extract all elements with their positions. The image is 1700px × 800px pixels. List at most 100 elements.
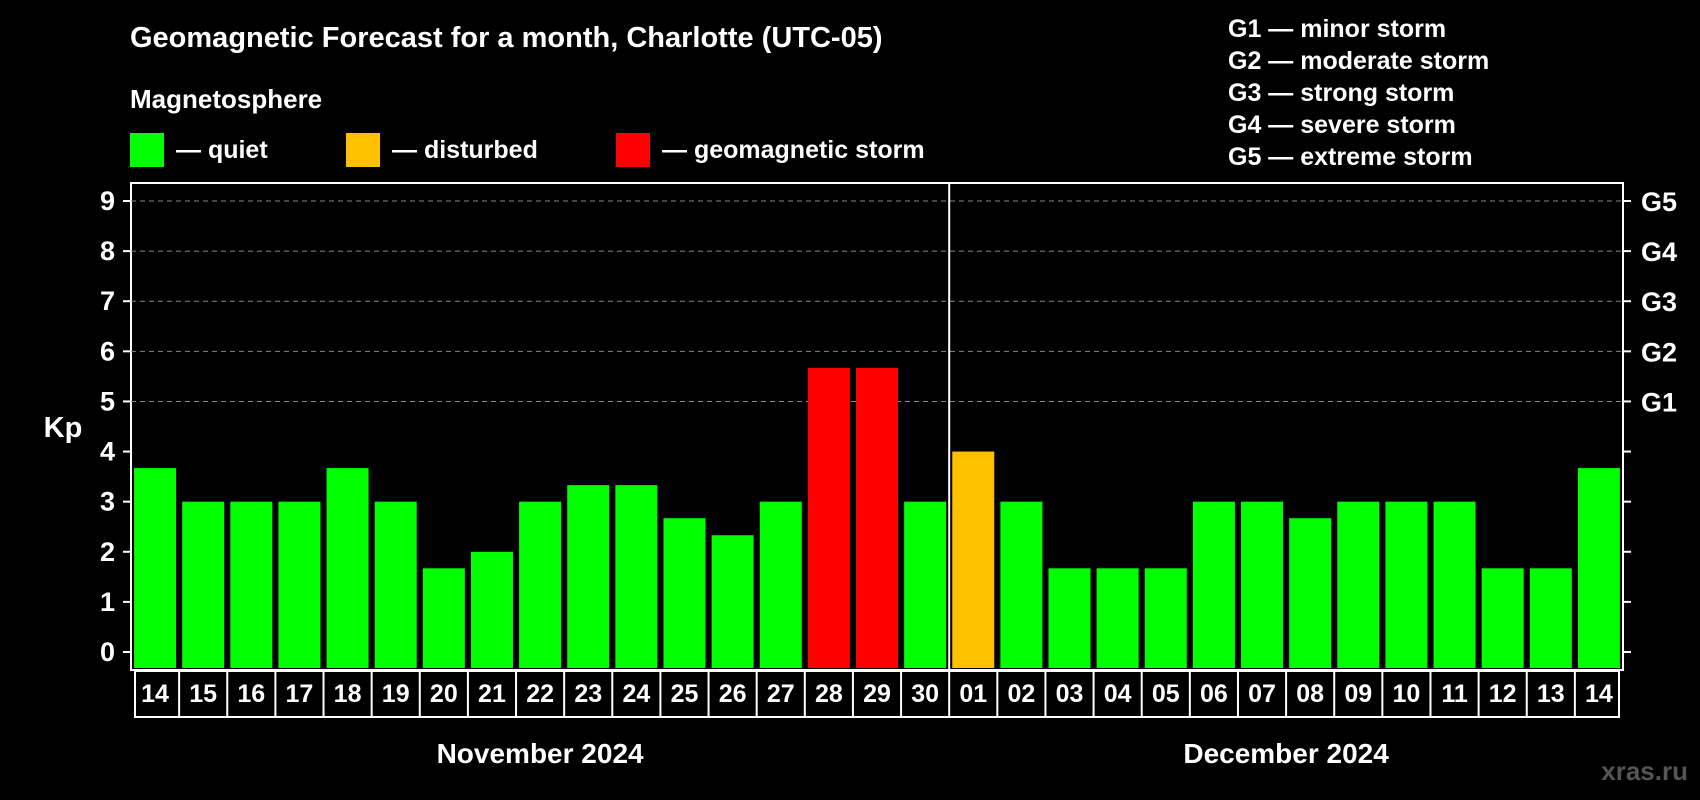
bar-29 bbox=[1529, 568, 1572, 668]
bar-9 bbox=[567, 485, 610, 668]
date-row-frame bbox=[134, 670, 1620, 718]
legend-storm-swatch bbox=[616, 133, 650, 167]
g-scale-label-g5: G5 bbox=[1641, 187, 1677, 217]
x-tick-label-17: 01 bbox=[959, 680, 987, 708]
x-tick-label-27: 11 bbox=[1441, 680, 1468, 708]
g-scale-label-g3: G3 bbox=[1641, 287, 1677, 317]
x-tick-label-22: 06 bbox=[1200, 680, 1228, 708]
x-tick-label-25: 09 bbox=[1344, 680, 1372, 708]
x-tick-label-15: 29 bbox=[863, 680, 891, 708]
storm-scale-g3: G3 — strong storm bbox=[1228, 79, 1455, 107]
bar-7 bbox=[470, 551, 513, 668]
bar-1 bbox=[182, 501, 225, 668]
x-tick-label-28: 12 bbox=[1489, 680, 1517, 708]
bar-4 bbox=[326, 468, 369, 668]
storm-scale-g2: G2 — moderate storm bbox=[1228, 47, 1490, 75]
bar-0 bbox=[134, 468, 177, 668]
bar-19 bbox=[1048, 568, 1091, 668]
storm-scale-g5: G5 — extreme storm bbox=[1228, 143, 1473, 171]
x-tick-label-7: 21 bbox=[478, 680, 506, 708]
bar-6 bbox=[422, 568, 465, 668]
bar-27 bbox=[1433, 501, 1476, 668]
x-tick-label-19: 03 bbox=[1056, 680, 1084, 708]
bar-12 bbox=[711, 535, 754, 668]
storm-scale-g1: G1 — minor storm bbox=[1228, 15, 1447, 43]
x-tick-label-1: 15 bbox=[189, 680, 217, 708]
y-tick-label-8: 8 bbox=[100, 236, 115, 266]
legend-storm: — geomagnetic storm bbox=[616, 133, 925, 167]
x-tick-label-24: 08 bbox=[1296, 680, 1324, 708]
x-tick-label-18: 02 bbox=[1007, 680, 1035, 708]
bar-14 bbox=[807, 367, 850, 668]
bar-20 bbox=[1096, 568, 1139, 668]
legend-quiet-swatch bbox=[130, 133, 164, 167]
x-tick-label-13: 27 bbox=[767, 680, 795, 708]
legend-quiet: — quiet bbox=[130, 133, 268, 167]
y-tick-label-0: 0 bbox=[100, 637, 115, 667]
x-tick-label-30: 14 bbox=[1585, 680, 1613, 708]
x-tick-label-2: 16 bbox=[237, 680, 265, 708]
storm-scale-g4: G4 — severe storm bbox=[1228, 111, 1456, 139]
bar-25 bbox=[1337, 501, 1380, 668]
legend-disturbed-label: — disturbed bbox=[392, 135, 538, 164]
chart-title: Geomagnetic Forecast for a month, Charlo… bbox=[130, 22, 883, 54]
y-axis-label: Kp bbox=[44, 412, 83, 444]
x-tick-label-23: 07 bbox=[1248, 680, 1276, 708]
legend-quiet-label: — quiet bbox=[176, 135, 268, 164]
x-tick-label-11: 25 bbox=[671, 680, 699, 708]
bar-26 bbox=[1385, 501, 1428, 668]
g-scale-label-g1: G1 bbox=[1641, 387, 1677, 417]
legend-disturbed-swatch bbox=[346, 133, 380, 167]
storm-scale-legend: G1 — minor storm G2 — moderate storm G3 … bbox=[1228, 13, 1489, 173]
x-tick-label-0: 14 bbox=[141, 680, 169, 708]
g-scale-label-g4: G4 bbox=[1641, 237, 1677, 267]
month-label-1: December 2024 bbox=[1183, 738, 1389, 769]
bar-21 bbox=[1144, 568, 1187, 668]
y-tick-label-3: 3 bbox=[100, 487, 115, 517]
y-tick-label-6: 6 bbox=[100, 336, 115, 366]
x-tick-label-26: 10 bbox=[1393, 680, 1421, 708]
x-tick-label-9: 23 bbox=[574, 680, 602, 708]
bar-15 bbox=[856, 367, 898, 668]
bar-13 bbox=[759, 501, 802, 668]
g-scale-label-g2: G2 bbox=[1641, 337, 1677, 367]
x-tick-label-10: 24 bbox=[622, 680, 650, 708]
bar-16 bbox=[904, 501, 947, 668]
y-tick-label-7: 7 bbox=[100, 286, 115, 316]
y-tick-label-5: 5 bbox=[100, 386, 115, 416]
bar-17 bbox=[952, 451, 995, 668]
x-tick-label-12: 26 bbox=[719, 680, 747, 708]
y-tick-label-1: 1 bbox=[100, 587, 115, 617]
x-tick-label-4: 18 bbox=[334, 680, 362, 708]
watermark: xras.ru bbox=[1601, 756, 1688, 786]
x-tick-label-20: 04 bbox=[1104, 680, 1132, 708]
bar-22 bbox=[1192, 501, 1235, 668]
x-tick-label-3: 17 bbox=[286, 680, 314, 708]
x-tick-label-14: 28 bbox=[815, 680, 843, 708]
bar-18 bbox=[1000, 501, 1043, 668]
y-tick-label-9: 9 bbox=[100, 186, 115, 216]
legend-storm-label: — geomagnetic storm bbox=[662, 135, 925, 164]
x-tick-label-6: 20 bbox=[430, 680, 458, 708]
x-tick-label-29: 13 bbox=[1537, 680, 1565, 708]
bar-5 bbox=[374, 501, 417, 668]
y-tick-label-4: 4 bbox=[100, 437, 115, 467]
bar-23 bbox=[1241, 501, 1284, 668]
legend-disturbed: — disturbed bbox=[346, 133, 538, 167]
x-tick-label-21: 05 bbox=[1152, 680, 1180, 708]
x-tick-label-16: 30 bbox=[911, 680, 939, 708]
bar-24 bbox=[1289, 518, 1332, 668]
bar-3 bbox=[278, 501, 321, 668]
x-tick-label-5: 19 bbox=[382, 680, 410, 708]
month-label-0: November 2024 bbox=[437, 738, 644, 769]
bar-8 bbox=[519, 501, 562, 668]
chart-subtitle: Magnetosphere bbox=[130, 84, 323, 114]
bar-28 bbox=[1481, 568, 1524, 668]
bar-11 bbox=[663, 518, 706, 668]
bar-2 bbox=[230, 501, 273, 668]
y-tick-label-2: 2 bbox=[100, 537, 115, 567]
bar-30 bbox=[1577, 468, 1620, 668]
bar-10 bbox=[615, 485, 658, 668]
x-tick-label-8: 22 bbox=[526, 680, 554, 708]
